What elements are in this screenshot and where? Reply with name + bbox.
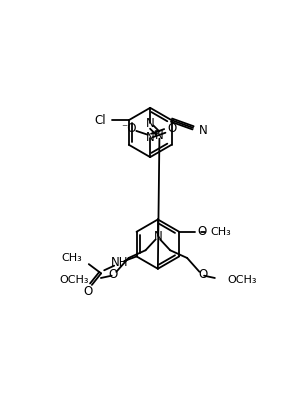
Text: O: O: [108, 268, 118, 281]
Text: O: O: [198, 225, 207, 238]
Text: N: N: [153, 230, 162, 243]
Text: N: N: [199, 124, 207, 137]
Text: +: +: [151, 129, 159, 139]
Text: ⁻O: ⁻O: [121, 122, 136, 135]
Text: Cl: Cl: [94, 114, 106, 127]
Text: O: O: [83, 285, 93, 298]
Text: O: O: [198, 268, 207, 281]
Text: CH₃: CH₃: [61, 253, 82, 263]
Text: O: O: [167, 122, 176, 135]
Text: OCH₃: OCH₃: [227, 275, 257, 285]
Text: NH: NH: [111, 256, 128, 269]
Text: N: N: [146, 117, 154, 130]
Text: N: N: [155, 129, 164, 142]
Text: OCH₃: OCH₃: [59, 275, 89, 285]
Text: CH₃: CH₃: [210, 227, 231, 237]
Text: N: N: [146, 131, 154, 144]
